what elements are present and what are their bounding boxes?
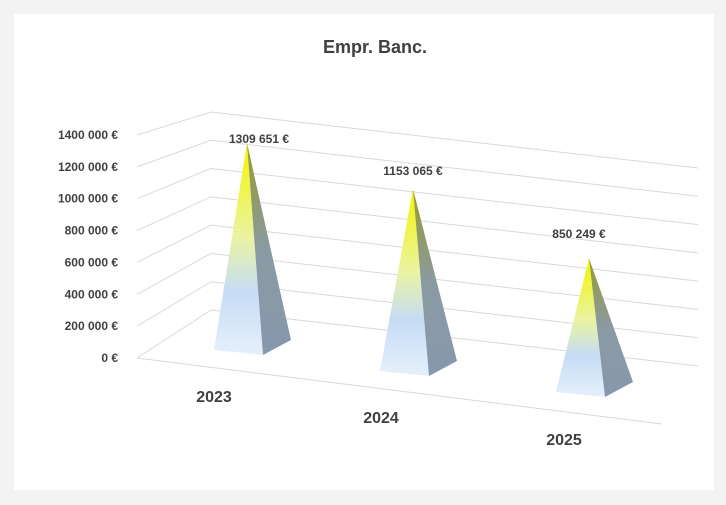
floor-edge [136, 357, 663, 425]
gridline [136, 139, 699, 197]
data-label: 1309 651 € [229, 132, 289, 146]
pyramids [214, 143, 633, 397]
pyramid-side-face [589, 258, 633, 397]
pyramid-side-face [247, 143, 291, 355]
chart-area: 0 € 200 000 € 400 000 € 600 000 € 800 000 € 1… [14, 14, 714, 490]
pyramid-chart: 0 € 200 000 € 400 000 € 600 000 € 800 000 € 1… [58, 37, 699, 449]
gridline [136, 281, 699, 339]
pyramid-front-face [556, 258, 605, 397]
gridline [136, 111, 699, 169]
gridline [136, 252, 699, 310]
gridline [136, 309, 699, 367]
pyramid-2024 [380, 188, 457, 376]
y-tick-label: 800 000 € [65, 224, 119, 238]
y-tick-label: 200 000 € [65, 319, 119, 333]
gridlines [136, 111, 699, 425]
pyramid-2023 [214, 143, 291, 355]
y-axis-ticks: 0 € 200 000 € 400 000 € 600 000 € 800 000 € 1… [58, 128, 118, 365]
data-label: 1153 065 € [383, 164, 443, 178]
y-tick-label: 1000 000 € [58, 192, 118, 206]
pyramid-2025 [556, 258, 633, 397]
y-tick-label: 600 000 € [65, 255, 119, 269]
gridline [136, 224, 699, 282]
x-tick-label: 2025 [546, 432, 582, 449]
chart-title: Empr. Banc. [323, 37, 427, 57]
gridline [136, 168, 699, 226]
pyramid-front-face [214, 143, 263, 355]
pyramid-front-face [380, 188, 429, 376]
pyramid-side-face [413, 188, 457, 376]
y-tick-label: 1200 000 € [58, 160, 118, 174]
y-tick-label: 0 € [101, 351, 118, 365]
y-tick-label: 400 000 € [65, 287, 119, 301]
x-axis-ticks: 2023 2024 2025 [196, 389, 582, 449]
x-tick-label: 2024 [363, 410, 399, 427]
x-tick-label: 2023 [196, 389, 232, 406]
data-label: 850 249 € [552, 227, 606, 241]
data-labels: 1309 651 € 1153 065 € 850 249 € [229, 132, 606, 241]
gridline [136, 196, 699, 254]
y-tick-label: 1400 000 € [58, 128, 118, 142]
